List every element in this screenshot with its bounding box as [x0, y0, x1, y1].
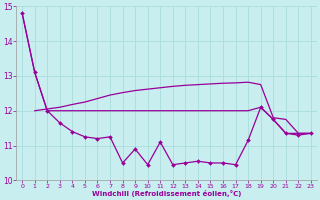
X-axis label: Windchill (Refroidissement éolien,°C): Windchill (Refroidissement éolien,°C): [92, 190, 241, 197]
